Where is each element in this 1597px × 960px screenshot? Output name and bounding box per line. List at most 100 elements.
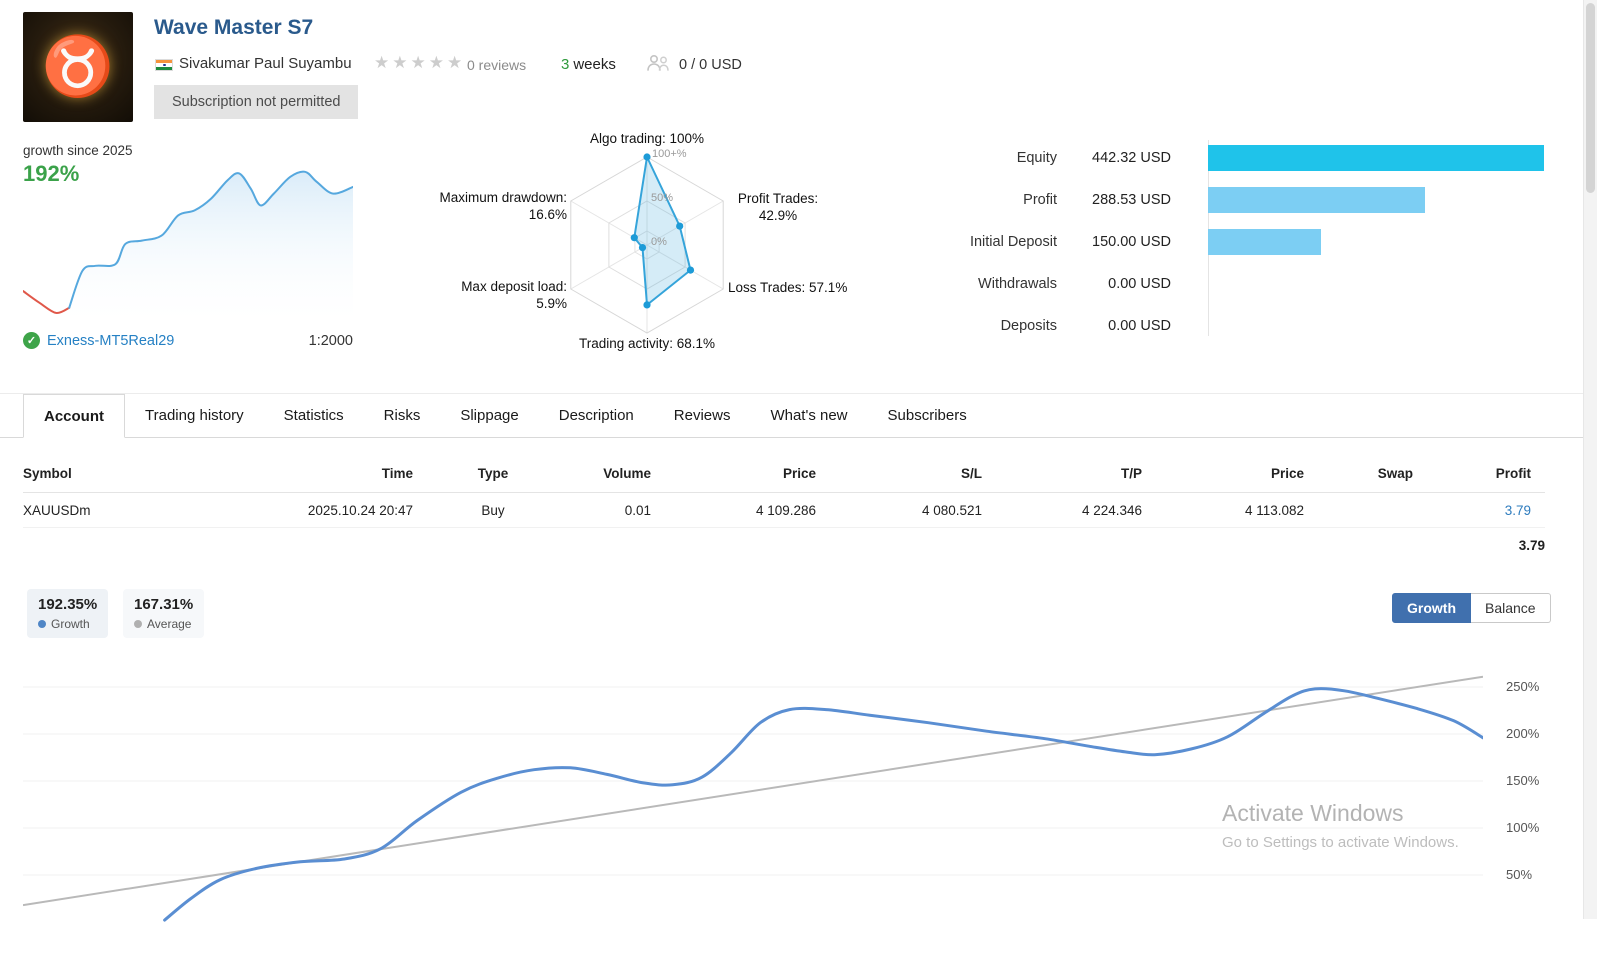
table-header-row: Symbol Time Type Volume Price S/L T/P Pr… [23,455,1545,493]
total-profit: 3.79 [1518,537,1545,553]
y-axis-label: 150% [1506,773,1540,788]
growth-history-chart [23,675,1483,922]
activate-windows-watermark: Activate Windows [1222,800,1404,826]
tab-bar: Account Trading history Statistics Risks… [0,393,1597,438]
stat-row-withdrawals: Withdrawals 0.00 USD [930,263,1544,305]
tab-subscribers[interactable]: Subscribers [887,407,967,424]
subscription-status-button[interactable]: Subscription not permitted [154,85,359,119]
average-percent: 167.31% [134,596,194,613]
average-legend-label: Average [147,617,192,631]
signal-avatar: ♉ [23,12,133,122]
growth-percent: 192.35% [38,596,98,613]
page-title: Wave Master S7 [154,16,314,39]
radar-label-algo-trading: Algo trading: 100% [589,131,705,146]
radar-label-trading-activity: Trading activity: 68.1% [578,336,716,351]
stat-row-initial-deposit: Initial Deposit 150.00 USD [930,221,1544,263]
stat-value: 442.32 USD [1092,150,1171,166]
verified-check-icon: ✓ [23,332,40,349]
legend-chip-average[interactable]: 167.31% Average [123,589,205,638]
radar-ring-label-50: 50% [651,192,674,204]
growth-dot-icon [38,620,46,628]
tab-risks[interactable]: Risks [383,407,421,424]
cell-volume: 0.01 [624,502,651,518]
activate-windows-subtext: Go to Settings to activate Windows. [1222,834,1459,851]
stat-label: Deposits [1000,318,1057,334]
stat-bar-fill [1208,229,1321,255]
stat-label: Withdrawals [978,276,1057,292]
age-unit: weeks [573,56,616,73]
stat-bar-fill [1208,145,1544,171]
subscribers-icon [645,54,671,75]
cell-price-current: 4 113.082 [1244,502,1304,518]
rating-stars-icon[interactable]: ★★★★★ [374,53,466,72]
table-total-row: 3.79 [23,528,1545,562]
col-header-volume: Volume [603,466,651,481]
stat-label: Profit [1023,192,1057,208]
scrollbar-thumb[interactable] [1586,3,1595,193]
y-axis-label: 100% [1506,820,1540,835]
radar-ring-label-0: 0% [651,236,667,248]
col-header-price-open: Price [782,466,816,481]
growth-sparkline-chart [23,170,353,330]
y-axis-label: 200% [1506,726,1540,741]
tab-slippage[interactable]: Slippage [460,407,519,424]
account-stats: Equity 442.32 USD Profit 288.53 USD Init… [930,137,1544,347]
balance-toggle-button[interactable]: Balance [1471,593,1551,623]
stat-label: Equity [1016,150,1057,166]
tab-account[interactable]: Account [23,394,125,438]
age-number: 3 [561,56,570,73]
author-link[interactable]: Sivakumar Paul Suyambu [179,55,352,72]
radar-chart [570,153,724,334]
cell-type: Buy [481,502,505,518]
cell-tp: 4 224.346 [1081,502,1142,518]
stat-row-profit: Profit 288.53 USD [930,179,1544,221]
stat-row-deposits: Deposits 0.00 USD [930,305,1544,347]
stat-value: 0.00 USD [1108,318,1171,334]
reviews-link[interactable]: 0 reviews [467,57,527,73]
stat-value: 150.00 USD [1092,234,1171,250]
y-axis-label: 250% [1506,679,1540,694]
col-header-time: Time [381,466,413,481]
col-header-swap: Swap [1377,466,1413,481]
y-axis-label: 50% [1506,867,1533,882]
radar-label-profit-trades: Profit Trades: 42.9% [737,191,819,223]
tab-whats-new[interactable]: What's new [770,407,848,424]
average-dot-icon [134,620,142,628]
legend-chip-growth[interactable]: 192.35% Growth [27,589,109,638]
signal-age: 3 weeks [561,56,616,73]
radar-label-maximum-drawdown: Maximum drawdown: 16.6% [439,190,567,222]
cell-time: 2025.10.24 20:47 [307,502,413,518]
col-header-tp: T/P [1120,466,1142,481]
account-server-link[interactable]: Exness-MT5Real29 [47,333,175,349]
stat-bar [1208,229,1544,255]
tab-description[interactable]: Description [558,407,634,424]
stat-bar [1208,271,1544,297]
tab-statistics[interactable]: Statistics [283,407,344,424]
chart-mode-toggle: Growth Balance [1392,593,1551,623]
growth-legend-label: Growth [51,617,90,631]
bull-logo-icon: ♉ [41,34,115,99]
table-row: XAUUSDm 2025.10.24 20:47 Buy 0.01 4 109.… [23,493,1545,528]
stat-bar [1208,145,1544,171]
growth-toggle-button[interactable]: Growth [1392,593,1471,623]
india-flag-icon [155,59,173,71]
radar-label-max-deposit-load: Max deposit load: 5.9% [461,279,567,311]
subscribers-count: 0 / 0 USD [679,57,742,73]
cell-profit: 3.79 [1504,502,1531,518]
cell-sl: 4 080.521 [921,502,982,518]
stat-label: Initial Deposit [969,234,1057,250]
tab-reviews[interactable]: Reviews [673,407,731,424]
col-header-profit: Profit [1495,466,1531,481]
stat-bar [1208,187,1544,213]
col-header-symbol: Symbol [23,466,72,481]
growth-since-label: growth since 2025 [23,143,133,158]
growth-percent-value: 192% [23,161,80,186]
cell-symbol: XAUUSDm [23,502,91,518]
positions-table: Symbol Time Type Volume Price S/L T/P Pr… [23,455,1545,562]
tab-trading-history[interactable]: Trading history [145,407,244,424]
vertical-scrollbar[interactable] [1583,0,1597,919]
stat-bar [1208,313,1544,339]
col-header-price-current: Price [1270,466,1304,481]
stat-row-equity: Equity 442.32 USD [930,137,1544,179]
radar-label-loss-trades: Loss Trades: 57.1% [728,280,848,295]
